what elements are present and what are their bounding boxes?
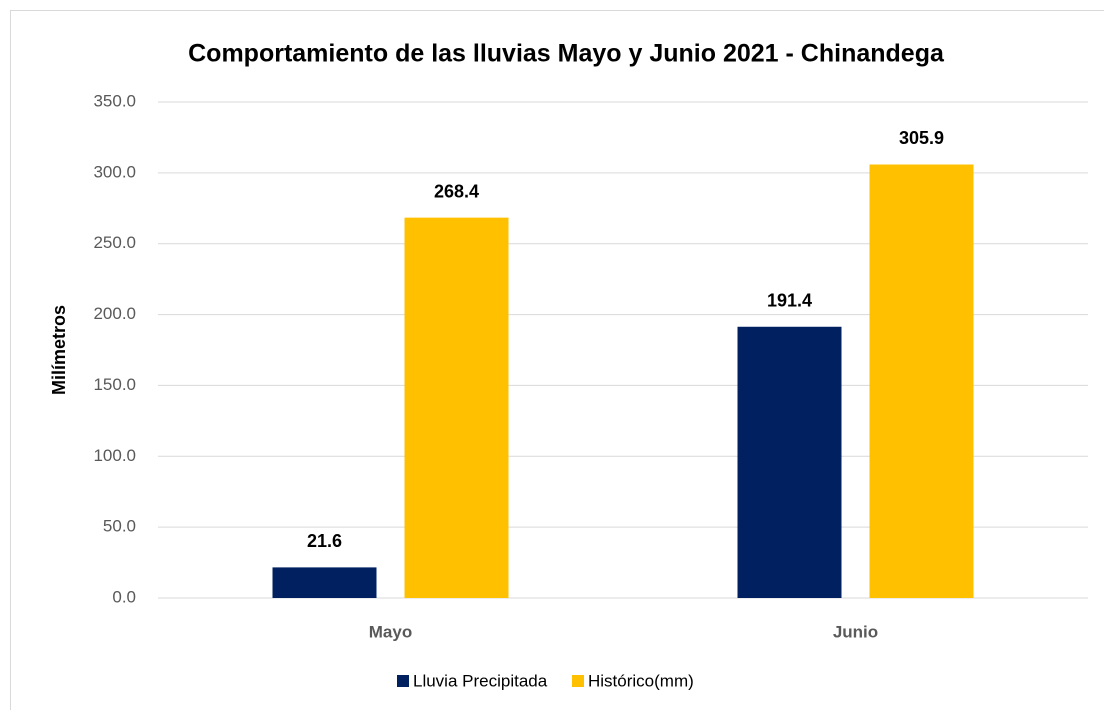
y-tick-label: 250.0 — [93, 233, 136, 252]
y-tick-label: 150.0 — [93, 375, 136, 394]
y-tick-label: 100.0 — [93, 446, 136, 465]
y-tick-label: 50.0 — [103, 517, 136, 536]
y-tick-label: 0.0 — [112, 587, 136, 606]
legend-swatch — [397, 675, 409, 687]
bar — [869, 164, 974, 598]
data-label: 268.4 — [434, 181, 479, 201]
x-tick-label: Junio — [833, 622, 878, 641]
bar — [272, 567, 377, 598]
x-tick-label: Mayo — [369, 622, 412, 641]
legend-label: Lluvia Precipitada — [413, 671, 548, 690]
data-label: 191.4 — [767, 291, 812, 311]
chart-border — [10, 10, 1104, 710]
chart-title: Comportamiento de las lluvias Mayo y Jun… — [188, 40, 945, 68]
y-tick-label: 300.0 — [93, 162, 136, 181]
y-axis-label: Milímetros — [49, 305, 69, 395]
legend-label: Histórico(mm) — [588, 671, 694, 690]
data-label: 305.9 — [899, 128, 944, 148]
bar — [404, 217, 509, 598]
data-label: 21.6 — [307, 531, 342, 551]
legend-swatch — [572, 675, 584, 687]
y-tick-label: 200.0 — [93, 304, 136, 323]
y-tick-label: 350.0 — [93, 91, 136, 110]
bar — [737, 326, 842, 598]
